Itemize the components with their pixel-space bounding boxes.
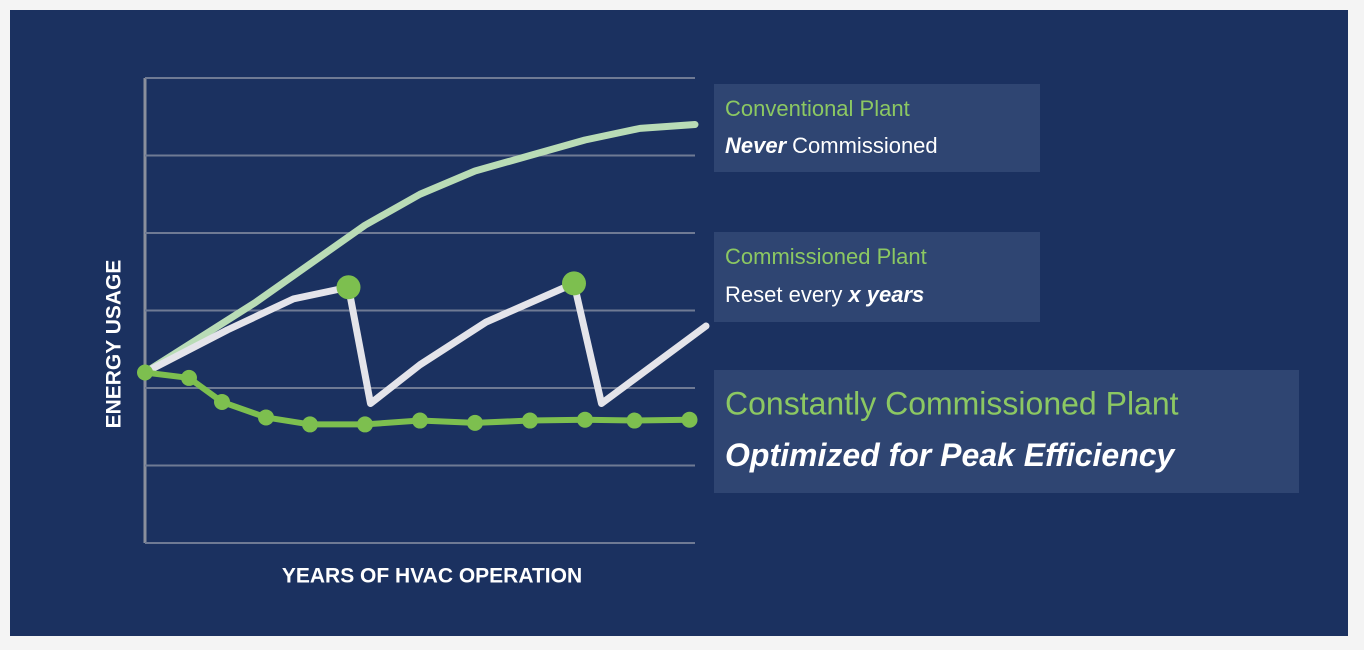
series-line [141,121,699,376]
reset-point [336,275,361,300]
data-point [626,412,643,429]
legend-label: Conventional Plant [725,96,910,121]
grid [145,77,695,544]
data-point [181,369,197,386]
note-text: Optimized for Peak Efficiency [725,437,1177,473]
legend-label: Commissioned Plant [725,244,927,269]
note-segment: Never [725,133,788,158]
note-box [714,370,1299,493]
data-point [214,393,230,410]
note-text: Never Commissioned [725,133,938,158]
note-box [714,84,1040,172]
data-point [137,364,153,381]
data-point [681,411,698,428]
note-text: Reset every x years [725,282,924,307]
plot [137,121,710,433]
reset-point [562,271,586,296]
data-point [467,414,483,431]
data-point [412,412,428,429]
note-segment: x years [847,282,924,307]
panel [10,10,1348,636]
data-point [522,412,538,429]
data-point [302,416,318,433]
data-point [577,411,593,428]
note-segment: Optimized for Peak Efficiency [725,437,1177,473]
legend-label: Constantly Commissioned Plant [725,385,1179,421]
x-axis-label: YEARS OF HVAC OPERATION [282,565,582,588]
data-point [357,416,373,433]
series-line [141,279,710,407]
note-segment: Reset every [725,282,842,307]
note-box [714,232,1040,322]
note-segment: Commissioned [792,133,938,158]
data-point [258,409,274,426]
y-axis-label: ENERGY USAGE [103,260,126,429]
